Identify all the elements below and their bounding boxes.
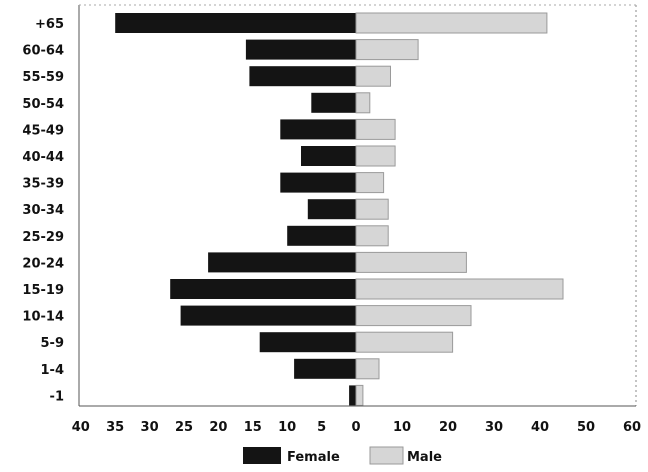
y-tick-label: 30-34 [22,203,64,218]
bar-female-0 [115,13,356,33]
bar-male-11 [355,305,472,327]
bar-male-7 [355,198,389,220]
bar-female-3 [311,92,356,113]
bar-male-12 [355,331,454,353]
y-tick-label: 15-19 [22,283,64,298]
x-tick-label: 35 [106,420,124,435]
bar-male-6 [355,172,385,194]
bar-female-5 [301,146,356,166]
bar-female-8 [287,225,356,246]
bar-male-13 [355,358,380,380]
y-tick-label: 60-64 [22,44,64,59]
bar-female-10 [170,279,356,299]
x-tick-label: 60 [623,420,641,435]
y-tick-label: -1 [50,389,64,404]
y-tick-label: 25-29 [22,230,64,245]
bar-female-11 [180,305,356,326]
x-tick-label: 15 [244,420,262,435]
x-tick-label: 40 [72,420,90,435]
x-tick-label: 30 [485,420,503,435]
bar-male-1 [355,39,419,61]
bar-female-13 [294,358,356,379]
female-bars [115,13,356,406]
bar-male-9 [355,251,467,273]
male-bars [355,12,564,406]
legend-swatch-female [243,447,281,464]
y-tick-label: 20-24 [22,256,64,271]
x-tick-label: 30 [141,420,159,435]
bar-male-3 [355,92,371,114]
y-tick-label: 45-49 [22,123,64,138]
bar-male-5 [355,145,396,167]
bar-male-2 [355,65,391,87]
legend-label-male: Male [407,450,442,465]
bar-female-4 [280,119,356,140]
legend-label-female: Female [287,450,340,465]
bar-male-8 [355,225,389,247]
bar-female-6 [280,172,356,193]
x-tick-label: 10 [393,420,411,435]
bar-female-7 [307,199,356,220]
y-tick-labels: +65 60-64 55-59 50-54 45-49 40-44 35-39 30-34 25… [22,17,64,404]
x-tick-label: 20 [439,420,457,435]
x-tick-labels: 40 35 30 25 20 15 10 5 0 10 20 30 40 50 60 [72,420,641,435]
y-tick-label: 50-54 [22,97,64,112]
y-tick-label: 40-44 [22,150,64,165]
bar-female-12 [259,332,356,353]
bar-male-14 [355,384,364,406]
x-tick-label: 25 [175,420,193,435]
x-tick-label: 40 [531,420,549,435]
y-tick-label: 10-14 [22,310,64,325]
bar-male-10 [355,278,564,300]
y-tick-label: +65 [35,17,64,32]
y-tick-label: 35-39 [22,177,64,192]
bar-female-1 [245,39,356,60]
x-tick-label: 5 [317,420,326,435]
x-tick-label: 0 [351,420,360,435]
legend: Female Male [243,446,442,465]
x-tick-label: 20 [209,420,227,435]
y-tick-label: 5-9 [41,336,65,351]
x-tick-label: 10 [278,420,296,435]
legend-swatch-male [369,446,404,465]
bar-female-9 [208,252,356,273]
bar-male-4 [355,118,396,140]
y-tick-label: 55-59 [22,70,64,85]
bar-male-0 [355,12,548,34]
y-tick-label: 1-4 [41,363,65,378]
bar-female-2 [249,66,356,87]
x-tick-label: 50 [577,420,595,435]
bar-female-14 [349,385,356,406]
